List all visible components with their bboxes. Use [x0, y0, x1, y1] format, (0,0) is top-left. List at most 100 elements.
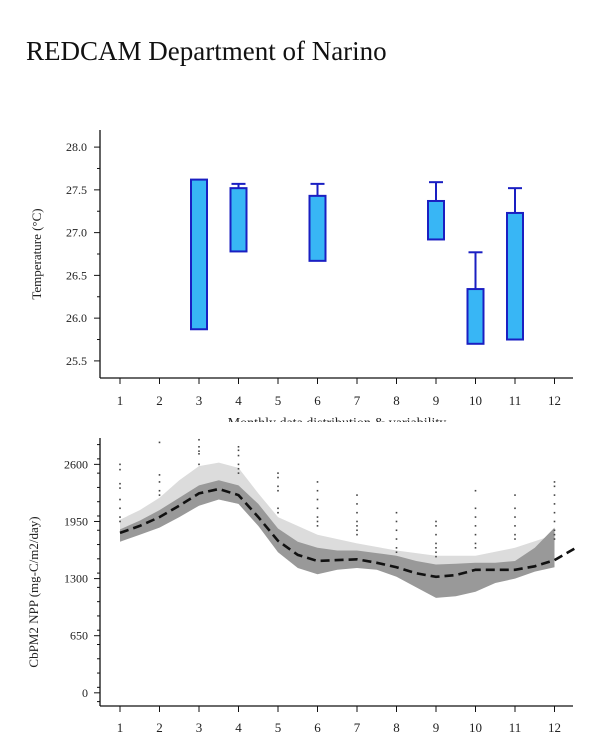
box-month-4	[229, 187, 248, 253]
data-point	[158, 481, 161, 483]
data-point	[395, 538, 398, 540]
data-point	[474, 533, 477, 536]
data-point	[198, 438, 200, 441]
data-point	[277, 472, 279, 474]
data-point	[237, 467, 240, 470]
y-tick-label: 27.5	[66, 183, 87, 197]
y-tick-label: 25.5	[66, 354, 87, 368]
x-tick-label: 11	[509, 393, 522, 408]
data-point	[316, 489, 319, 492]
data-point	[395, 520, 398, 523]
data-point	[198, 450, 200, 452]
x-tick-label: 8	[393, 720, 400, 735]
data-point	[158, 489, 161, 492]
data-point	[277, 485, 279, 488]
x-tick-label: 7	[354, 720, 361, 735]
data-point	[158, 441, 161, 444]
data-point	[198, 445, 200, 448]
data-point	[474, 542, 477, 545]
x-tick-label: 4	[235, 393, 242, 408]
y-axis-label: CbPM2 NPP (mg-C/m2/day)	[26, 516, 41, 667]
data-point	[356, 529, 358, 532]
data-point	[395, 551, 398, 554]
data-point	[474, 547, 477, 549]
data-point	[158, 494, 161, 496]
box-month-9	[427, 199, 445, 241]
data-point	[356, 525, 358, 527]
y-tick-label: 28.0	[66, 140, 87, 154]
y-tick-label: 1300	[64, 572, 88, 586]
x-axis-label: Monthly data distribution & variability	[228, 416, 447, 422]
y-tick-label: 650	[70, 629, 88, 643]
data-point	[435, 551, 437, 554]
y-tick-label: 27.0	[66, 226, 87, 240]
x-tick-label: 5	[275, 720, 282, 735]
y-axis-label: Temperature (°C)	[29, 208, 44, 299]
data-point	[435, 555, 437, 558]
data-point	[474, 516, 477, 518]
data-point	[553, 533, 556, 536]
data-point	[395, 529, 398, 532]
data-point	[277, 489, 279, 492]
data-point	[553, 529, 556, 532]
data-point	[119, 498, 121, 501]
data-point	[435, 533, 437, 536]
box-month-10	[466, 288, 485, 345]
data-point	[514, 494, 516, 496]
x-tick-label: 2	[156, 720, 163, 735]
temperature-box-chart: 25.526.026.527.027.528.01 2 3 4 5 6 7 8 9 10 11 12T…	[29, 130, 573, 422]
y-tick-label: 26.0	[66, 311, 87, 325]
data-point	[316, 498, 319, 501]
data-point	[474, 507, 477, 510]
data-point	[119, 516, 121, 518]
x-tick-label: 10	[469, 393, 482, 408]
mean-line	[119, 487, 575, 579]
data-point	[553, 520, 556, 523]
data-point	[316, 481, 319, 483]
page-title: REDCAM Department of Narino	[26, 36, 387, 66]
data-point	[316, 507, 319, 510]
x-tick-label: 6	[314, 720, 321, 735]
data-point	[277, 476, 279, 479]
data-point	[237, 449, 240, 452]
x-tick-label: 1	[117, 393, 124, 408]
data-point	[514, 538, 516, 540]
data-point	[435, 520, 437, 523]
data-point	[316, 525, 319, 527]
box-month-6	[308, 194, 327, 262]
x-tick-label: 10	[469, 720, 482, 735]
data-point	[158, 474, 161, 476]
x-tick-label: 12	[548, 393, 561, 408]
x-tick-label: 3	[196, 393, 203, 408]
data-point	[514, 507, 516, 510]
data-point	[395, 511, 398, 514]
data-point	[119, 520, 121, 523]
x-tick-label: 1	[117, 720, 124, 735]
data-point	[237, 472, 240, 474]
x-tick-label: 8	[393, 393, 400, 408]
data-point	[356, 503, 358, 505]
data-point	[277, 507, 279, 510]
data-point	[435, 542, 437, 545]
data-point	[198, 463, 200, 466]
data-point	[119, 487, 121, 489]
x-tick-label: 9	[433, 720, 440, 735]
data-point	[356, 511, 358, 514]
data-point	[553, 494, 556, 496]
data-point	[553, 485, 556, 488]
x-tick-label: 12	[548, 720, 561, 735]
data-point	[514, 516, 516, 518]
x-tick-label: 11	[509, 720, 522, 735]
data-point	[198, 453, 200, 455]
data-point	[435, 525, 437, 527]
x-tick-label: 2	[156, 393, 163, 408]
data-point	[277, 511, 279, 514]
data-point	[119, 507, 121, 510]
x-tick-label: 4	[235, 720, 242, 735]
box-month-11	[506, 211, 524, 341]
data-point	[316, 516, 319, 518]
x-tick-label: 6	[314, 393, 321, 408]
data-point	[356, 520, 358, 523]
data-point	[237, 454, 240, 457]
